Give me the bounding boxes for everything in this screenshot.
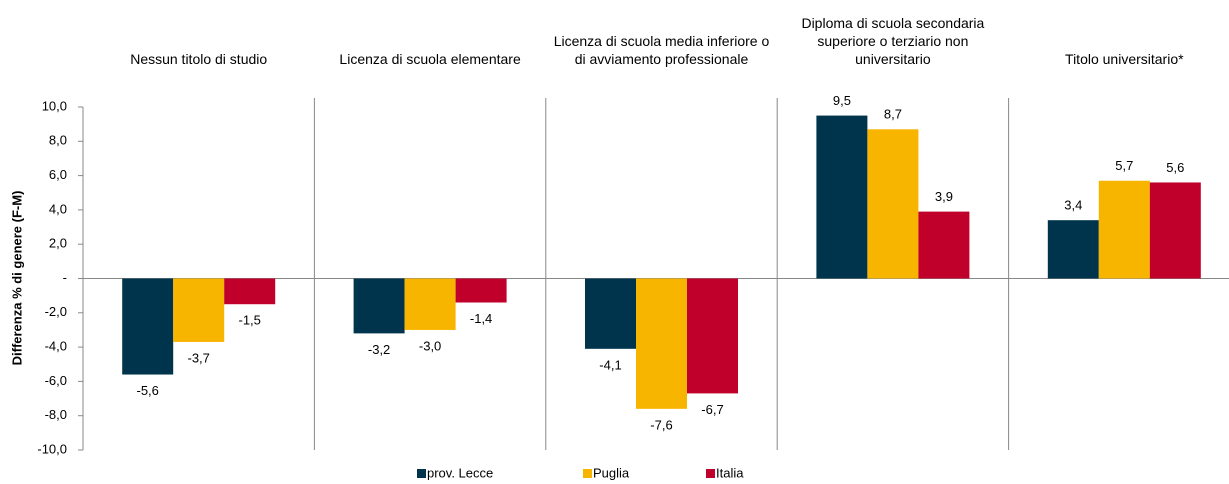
y-tick-label: -: [63, 270, 67, 285]
category-label: Licenza di scuola media inferiore o di a…: [553, 33, 770, 67]
y-tick-label: -2,0: [45, 304, 67, 319]
bar: [816, 115, 868, 279]
value-label: -1,5: [238, 313, 260, 328]
value-label: 5,7: [1115, 158, 1133, 173]
y-tick-label: 10,0: [42, 98, 67, 113]
bar: [687, 278, 738, 394]
y-tick-label: 4,0: [49, 201, 67, 216]
legend-label: Puglia: [593, 465, 630, 480]
value-label: 5,6: [1166, 160, 1184, 175]
bar: [122, 278, 174, 375]
bar: [173, 278, 225, 342]
value-label: -3,0: [419, 338, 441, 353]
value-label: -6,7: [701, 402, 723, 417]
category-label: Diploma di scuola secondaria superiore o…: [801, 15, 985, 67]
category-label: Titolo universitario*: [1065, 51, 1184, 67]
bar: [1047, 220, 1099, 279]
bar: [404, 278, 456, 330]
y-axis-title: Differenza % di genere (F-M): [9, 191, 24, 366]
y-tick-label: 6,0: [49, 167, 67, 182]
bar: [585, 278, 636, 349]
value-label: 8,7: [884, 107, 902, 122]
category-label: Licenza di scuola elementare: [339, 51, 521, 67]
y-tick-label: 8,0: [49, 133, 67, 148]
value-label: -5,6: [136, 383, 158, 398]
value-label: 9,5: [833, 93, 851, 108]
bar: [1149, 182, 1201, 279]
category-label: Nessun titolo di studio: [130, 51, 268, 67]
value-label: 3,9: [935, 189, 953, 204]
y-tick-label: -10,0: [37, 441, 67, 456]
bar: [224, 278, 276, 305]
value-label: -1,4: [470, 311, 492, 326]
value-label: -7,6: [650, 417, 672, 432]
bar: [918, 211, 970, 279]
legend-swatch: [583, 469, 592, 478]
bar: [636, 278, 687, 409]
y-tick-label: -4,0: [45, 339, 67, 354]
bar: [455, 278, 507, 303]
legend-swatch: [417, 469, 426, 478]
y-tick-label: 2,0: [49, 236, 67, 251]
y-tick-label: -8,0: [45, 407, 67, 422]
bar: [1098, 180, 1150, 279]
value-label: 3,4: [1064, 198, 1082, 213]
legend-label: Italia: [716, 465, 744, 480]
value-label: -4,1: [599, 357, 621, 372]
value-label: -3,2: [368, 342, 390, 357]
legend-swatch: [706, 469, 715, 478]
y-tick-label: -6,0: [45, 373, 67, 388]
value-label: -3,7: [187, 350, 209, 365]
bar: [353, 278, 405, 334]
bar: [867, 129, 919, 279]
legend-label: prov. Lecce: [427, 465, 493, 480]
